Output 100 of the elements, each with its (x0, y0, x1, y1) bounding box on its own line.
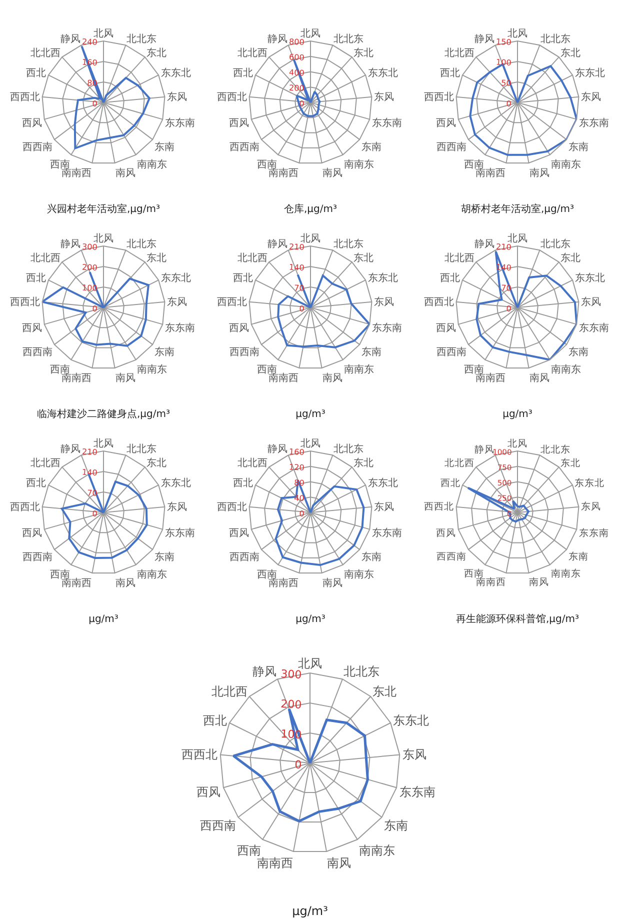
spoke-label: 西北 (26, 272, 46, 284)
spoke-label: 东东南 (165, 117, 196, 130)
spoke-label: 西西南 (436, 140, 466, 153)
spoke-label: 东风 (581, 500, 602, 513)
y-tick-label: 210 (496, 242, 512, 252)
spoke-label: 东北 (354, 457, 374, 470)
spoke-label: 东南 (154, 140, 175, 153)
spoke-label: 北北西 (30, 457, 60, 470)
y-tick-label: 140 (496, 262, 512, 272)
spoke-label: 东风 (581, 296, 602, 308)
spoke-label: 西风 (436, 528, 456, 539)
spoke-label: 西西北 (216, 500, 247, 513)
spoke-label: 北北东 (334, 238, 364, 250)
y-tick-label: 0 (506, 99, 512, 108)
y-tick-label: 70 (86, 488, 98, 498)
spoke-label: 东东北 (368, 477, 398, 490)
spoke-label: 东南 (568, 346, 589, 358)
spoke-label: 西风 (436, 323, 456, 334)
spoke-label: 西南 (237, 843, 262, 858)
spoke-label: 东东北 (160, 67, 191, 80)
spoke-label: 东东南 (372, 322, 402, 334)
spoke-label: 东东南 (372, 117, 402, 130)
y-tick-label: 140 (82, 468, 98, 478)
spoke-label: 西风 (22, 323, 42, 334)
spoke-label: 东东南 (579, 117, 610, 130)
y-tick-label: 70 (500, 283, 512, 293)
spoke-label: 西北 (233, 477, 254, 490)
spoke-label: 南南东 (551, 158, 582, 170)
spoke-label: 北风 (300, 438, 320, 450)
y-tick-label: 160 (288, 447, 305, 457)
spoke-label: 东东南 (165, 322, 196, 334)
spoke-label: 西北 (440, 272, 460, 284)
y-tick-label: 400 (288, 68, 305, 78)
spoke-label: 东南 (154, 550, 175, 563)
spoke-label: 东东南 (165, 527, 196, 540)
spoke-label: 东北 (372, 684, 397, 698)
y-tick-label: 150 (496, 37, 512, 47)
spoke-label: 西风 (196, 784, 221, 799)
y-tick-label: 240 (82, 37, 98, 47)
spoke-label: 北北西 (237, 47, 268, 60)
spoke-label: 东风 (402, 747, 427, 762)
y-tick-label: 0 (92, 99, 98, 108)
y-tick-label: 200 (280, 697, 302, 712)
spoke-label: 西西南 (22, 346, 52, 358)
spoke-label: 北北西 (237, 457, 268, 470)
spoke-label: 南风 (322, 576, 342, 589)
spoke-label: 西西北 (424, 90, 454, 103)
spoke-label: 东北 (146, 457, 167, 470)
spoke-label: 西风 (436, 118, 456, 130)
spoke-label: 北北东 (126, 33, 157, 46)
spoke-label: 北北东 (334, 33, 364, 46)
y-tick-label: 210 (82, 447, 98, 457)
y-tick-label: 120 (288, 462, 305, 472)
spoke-label: 静风 (60, 238, 80, 250)
spoke-label: 西西北 (216, 296, 247, 308)
spoke-label: 静风 (267, 33, 288, 46)
spoke-label: 西西南 (22, 140, 52, 153)
spoke-label: 东东南 (579, 322, 610, 334)
spoke-label: 西风 (228, 118, 249, 130)
spoke-label: 南南东 (344, 363, 374, 376)
spoke-label: 南南东 (137, 363, 168, 376)
text: μg/m³ (88, 614, 118, 625)
spoke-label: 东南 (362, 550, 382, 563)
text: μg/m³ (502, 408, 532, 420)
spoke-label: 西风 (228, 323, 249, 334)
text: μg/m³ (292, 904, 328, 918)
spoke-label: 北北东 (540, 33, 571, 46)
spoke-label: 南风 (322, 166, 342, 179)
spoke-label: 静风 (474, 33, 494, 46)
spoke-label: 南风 (529, 372, 550, 384)
spoke-label: 西风 (22, 528, 42, 540)
spoke-label: 东南 (568, 550, 588, 562)
spoke-label: 东风 (167, 90, 188, 103)
spoke-label: 静风 (60, 443, 80, 456)
text: μg/m³ (296, 614, 326, 625)
spoke-label: 北北西 (444, 47, 474, 60)
spoke-label: 东北 (560, 47, 581, 60)
spoke-label: 东南 (362, 346, 382, 358)
spoke-label: 南南东 (137, 568, 168, 580)
spoke-label: 西北 (202, 713, 227, 728)
text: 再生能源环保科普馆,μg/m³ (456, 612, 580, 625)
spoke-label: 东北 (354, 252, 374, 264)
spoke-label: 西西北 (181, 747, 218, 762)
spoke-label: 北北西 (237, 252, 268, 264)
y-tick-label: 80 (294, 478, 305, 488)
text: 仓库,μg/m³ (284, 202, 338, 215)
spoke-label: 东东北 (160, 272, 191, 284)
spoke-label: 南南西 (256, 856, 293, 870)
spoke-label: 东风 (167, 296, 188, 308)
spoke-label: 东风 (581, 90, 602, 103)
spoke-label: 北北东 (540, 238, 571, 250)
y-tick-label: 200 (288, 83, 305, 94)
spoke-label: 静风 (252, 664, 276, 679)
y-tick-label: 0 (92, 509, 98, 518)
spoke-label: 西北 (233, 67, 254, 80)
spoke-label: 北北东 (126, 443, 157, 456)
spoke-label: 南南东 (137, 158, 168, 170)
spoke-label: 北北东 (126, 238, 157, 250)
spoke-label: 西西南 (436, 550, 467, 562)
spoke-label: 南南东 (551, 568, 582, 580)
